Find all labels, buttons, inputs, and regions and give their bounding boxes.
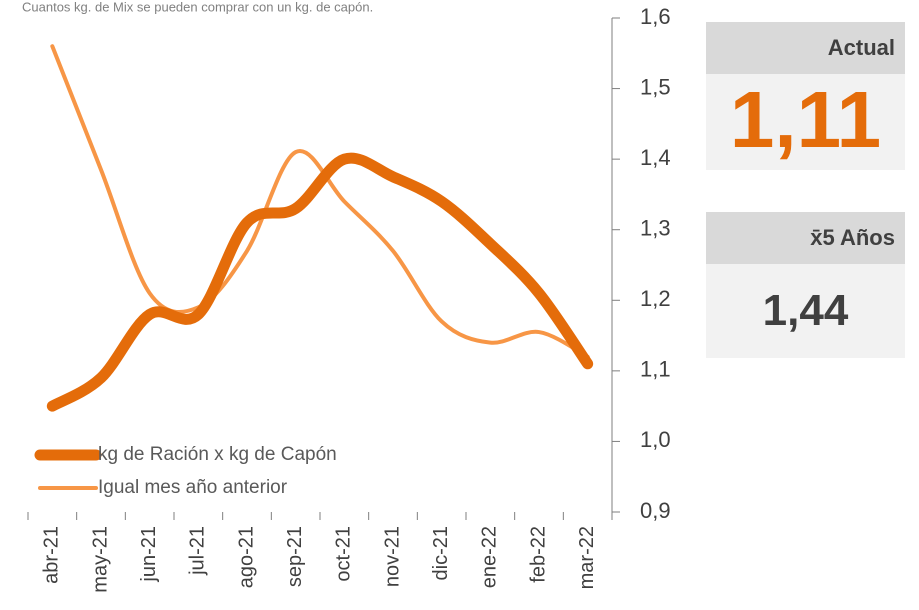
y-tick-label: 1,1: [640, 357, 671, 382]
y-tick-label: 1,5: [640, 74, 671, 99]
x-tick-label: ago-21: [235, 526, 257, 588]
panel-title: Actual: [706, 22, 905, 74]
avg-panel: x̄5 Años 1,44: [706, 212, 905, 358]
panel-value: 1,44: [762, 286, 849, 335]
chart-subtitle: Cuantos kg. de Mix se pueden comprar con…: [22, 0, 373, 14]
y-tick-label: 1,2: [640, 286, 671, 311]
x-tick-label: jun-21: [138, 526, 160, 583]
actual-panel: Actual 1,11: [706, 22, 905, 170]
series-line: [50, 44, 590, 359]
y-tick-label: 1,3: [640, 216, 671, 241]
x-tick-label: ene-22: [479, 526, 501, 588]
x-tick-label: abr-21: [41, 526, 63, 584]
x-tick-label: nov-21: [381, 526, 403, 587]
x-tick-label: mar-22: [576, 526, 598, 589]
x-tick-label: oct-21: [333, 526, 355, 582]
x-tick-label: dic-21: [430, 526, 452, 580]
y-tick-label: 1,0: [640, 427, 671, 452]
legend-label: Igual mes año anterior: [98, 477, 288, 498]
x-tick-label: may-21: [89, 526, 111, 593]
chart: Cuantos kg. de Mix se pueden comprar con…: [22, 0, 671, 593]
x-tick-label: sep-21: [284, 526, 306, 587]
legend-label: kg de Ración x kg de Capón: [98, 444, 337, 465]
panel-value: 1,11: [729, 75, 882, 164]
y-tick-label: 1,4: [640, 145, 671, 170]
y-tick-label: 0,9: [640, 498, 671, 523]
x-tick-label: jul-21: [187, 526, 209, 576]
y-tick-label: 1,6: [640, 4, 671, 29]
x-tick-label: feb-22: [527, 526, 549, 583]
panel-title: x̄5 Años: [706, 212, 905, 264]
series-line: [46, 152, 594, 412]
